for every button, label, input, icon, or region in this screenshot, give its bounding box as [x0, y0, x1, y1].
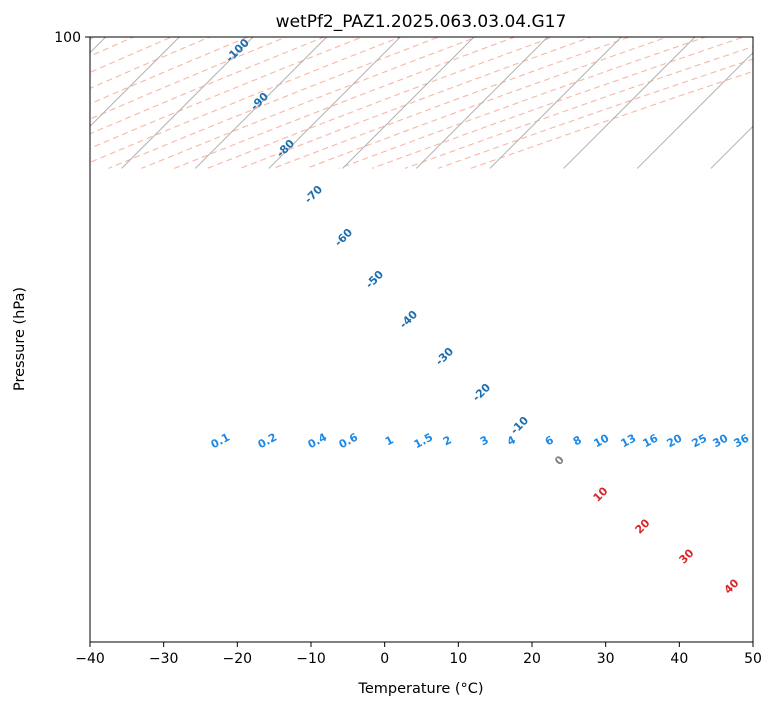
x-tick-label: 30	[597, 651, 615, 667]
mixing-ratio-label: 20	[665, 431, 685, 450]
x-tick-label: −30	[149, 651, 179, 667]
y-tick-label: 100	[54, 30, 81, 46]
x-tick-label: −40	[75, 651, 105, 667]
skewed-isotherms	[90, 37, 753, 169]
mixing-ratio-label: 30	[711, 431, 731, 450]
x-tick-label: 50	[744, 651, 762, 667]
x-axis-label: Temperature (°C)	[357, 681, 483, 697]
x-tick-label: 40	[670, 651, 688, 667]
isotherm-line	[415, 37, 549, 169]
x-tick-label: 20	[523, 651, 541, 667]
isotherm-line	[563, 37, 696, 169]
plot-frame	[89, 36, 754, 643]
mixing-ratio-label: 10	[592, 431, 612, 450]
isotherm-line	[121, 37, 254, 169]
y-axis-label: Pressure (hPa)	[12, 287, 28, 391]
isotherm-line	[90, 37, 181, 128]
x-tick-label: 10	[449, 651, 467, 667]
y-axis: 1000900800700600500400300200100	[54, 30, 90, 46]
mixing-ratio-label: 16	[641, 431, 661, 450]
chart-title: wetPf2_PAZ1.2025.063.03.04.G17	[276, 12, 567, 32]
x-tick-label: −20	[223, 651, 253, 667]
x-axis: −40 −30 −20 −10 0 10 20 30 40 50	[75, 642, 762, 667]
isotherm-line	[90, 37, 107, 54]
mixing-ratio-label: 36	[732, 431, 752, 450]
mixing-ratio-label: 13	[619, 432, 639, 451]
x-tick-label: 0	[380, 651, 389, 667]
isotherm-line	[268, 37, 402, 169]
isotherm-line	[194, 37, 328, 169]
x-tick-label: −10	[296, 651, 326, 667]
mixing-ratio-label: 25	[690, 432, 710, 451]
isotherm-line	[489, 37, 623, 169]
isotherm-line	[342, 37, 475, 169]
